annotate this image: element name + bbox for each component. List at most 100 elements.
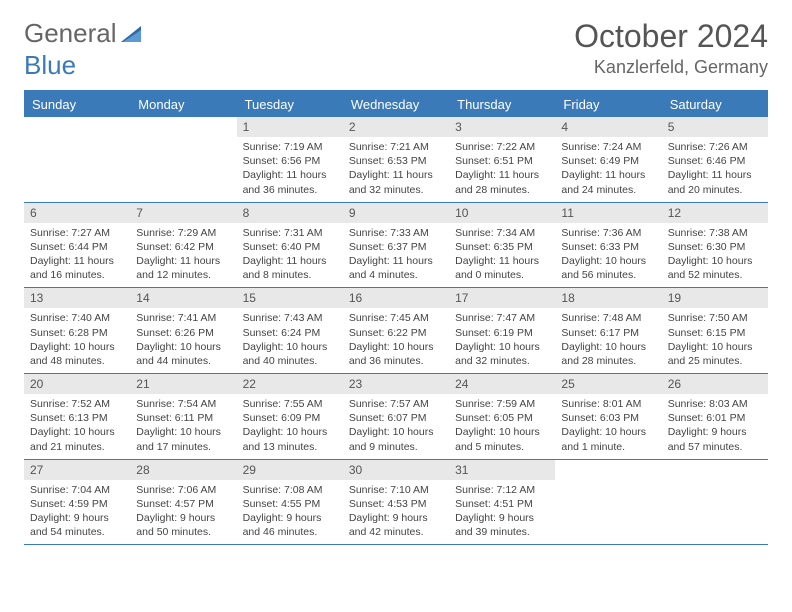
daylight-text: Daylight: 10 hours and 36 minutes.: [349, 340, 443, 368]
daylight-text: Daylight: 11 hours and 36 minutes.: [243, 168, 337, 196]
sunrise-text: Sunrise: 7:59 AM: [455, 397, 549, 411]
calendar-day-cell: 25Sunrise: 8:01 AMSunset: 6:03 PMDayligh…: [555, 374, 661, 460]
day-number: 31: [449, 460, 555, 480]
calendar-empty-cell: [662, 459, 768, 545]
day-number: 13: [24, 288, 130, 308]
day-details: Sunrise: 7:31 AMSunset: 6:40 PMDaylight:…: [237, 223, 343, 288]
sunrise-text: Sunrise: 7:08 AM: [243, 483, 337, 497]
day-number: 30: [343, 460, 449, 480]
sunrise-text: Sunrise: 7:33 AM: [349, 226, 443, 240]
daylight-text: Daylight: 10 hours and 9 minutes.: [349, 425, 443, 453]
sunrise-text: Sunrise: 7:21 AM: [349, 140, 443, 154]
day-header: Tuesday: [237, 91, 343, 117]
sunrise-text: Sunrise: 7:22 AM: [455, 140, 549, 154]
day-details: Sunrise: 7:38 AMSunset: 6:30 PMDaylight:…: [662, 223, 768, 288]
sunset-text: Sunset: 6:33 PM: [561, 240, 655, 254]
calendar-day-cell: 21Sunrise: 7:54 AMSunset: 6:11 PMDayligh…: [130, 374, 236, 460]
daylight-text: Daylight: 11 hours and 20 minutes.: [668, 168, 762, 196]
daylight-text: Daylight: 9 hours and 42 minutes.: [349, 511, 443, 539]
daylight-text: Daylight: 11 hours and 24 minutes.: [561, 168, 655, 196]
day-number: 19: [662, 288, 768, 308]
sunset-text: Sunset: 6:24 PM: [243, 326, 337, 340]
day-number: 2: [343, 117, 449, 137]
daylight-text: Daylight: 11 hours and 8 minutes.: [243, 254, 337, 282]
sunset-text: Sunset: 6:19 PM: [455, 326, 549, 340]
sunrise-text: Sunrise: 7:24 AM: [561, 140, 655, 154]
calendar-empty-cell: [555, 459, 661, 545]
title-block: October 2024 Kanzlerfeld, Germany: [574, 18, 768, 78]
daylight-text: Daylight: 10 hours and 1 minute.: [561, 425, 655, 453]
calendar-week-row: 1Sunrise: 7:19 AMSunset: 6:56 PMDaylight…: [24, 117, 768, 202]
day-details: Sunrise: 7:22 AMSunset: 6:51 PMDaylight:…: [449, 137, 555, 202]
daylight-text: Daylight: 10 hours and 28 minutes.: [561, 340, 655, 368]
sunset-text: Sunset: 6:28 PM: [30, 326, 124, 340]
sunrise-text: Sunrise: 7:10 AM: [349, 483, 443, 497]
sunrise-text: Sunrise: 7:12 AM: [455, 483, 549, 497]
daylight-text: Daylight: 9 hours and 46 minutes.: [243, 511, 337, 539]
sunrise-text: Sunrise: 7:52 AM: [30, 397, 124, 411]
sunrise-text: Sunrise: 7:36 AM: [561, 226, 655, 240]
day-number: 22: [237, 374, 343, 394]
sunrise-text: Sunrise: 7:55 AM: [243, 397, 337, 411]
daylight-text: Daylight: 10 hours and 48 minutes.: [30, 340, 124, 368]
sunset-text: Sunset: 6:26 PM: [136, 326, 230, 340]
daylight-text: Daylight: 9 hours and 39 minutes.: [455, 511, 549, 539]
sunrise-text: Sunrise: 7:50 AM: [668, 311, 762, 325]
calendar-day-cell: 29Sunrise: 7:08 AMSunset: 4:55 PMDayligh…: [237, 459, 343, 545]
daylight-text: Daylight: 10 hours and 52 minutes.: [668, 254, 762, 282]
day-details: Sunrise: 7:24 AMSunset: 6:49 PMDaylight:…: [555, 137, 661, 202]
day-details: Sunrise: 7:10 AMSunset: 4:53 PMDaylight:…: [343, 480, 449, 545]
daylight-text: Daylight: 11 hours and 4 minutes.: [349, 254, 443, 282]
sunset-text: Sunset: 6:49 PM: [561, 154, 655, 168]
daylight-text: Daylight: 10 hours and 32 minutes.: [455, 340, 549, 368]
calendar-header-row: SundayMondayTuesdayWednesdayThursdayFrid…: [24, 91, 768, 117]
sunset-text: Sunset: 4:51 PM: [455, 497, 549, 511]
day-details: Sunrise: 7:04 AMSunset: 4:59 PMDaylight:…: [24, 480, 130, 545]
calendar-day-cell: 19Sunrise: 7:50 AMSunset: 6:15 PMDayligh…: [662, 288, 768, 374]
daylight-text: Daylight: 9 hours and 54 minutes.: [30, 511, 124, 539]
calendar-day-cell: 23Sunrise: 7:57 AMSunset: 6:07 PMDayligh…: [343, 374, 449, 460]
daylight-text: Daylight: 10 hours and 5 minutes.: [455, 425, 549, 453]
sunrise-text: Sunrise: 7:06 AM: [136, 483, 230, 497]
day-details: Sunrise: 7:40 AMSunset: 6:28 PMDaylight:…: [24, 308, 130, 373]
calendar-day-cell: 27Sunrise: 7:04 AMSunset: 4:59 PMDayligh…: [24, 459, 130, 545]
day-details: Sunrise: 7:52 AMSunset: 6:13 PMDaylight:…: [24, 394, 130, 459]
logo-text-blue: Blue: [24, 50, 76, 81]
sunset-text: Sunset: 6:15 PM: [668, 326, 762, 340]
day-details: Sunrise: 7:54 AMSunset: 6:11 PMDaylight:…: [130, 394, 236, 459]
day-details: Sunrise: 7:33 AMSunset: 6:37 PMDaylight:…: [343, 223, 449, 288]
calendar-day-cell: 17Sunrise: 7:47 AMSunset: 6:19 PMDayligh…: [449, 288, 555, 374]
sunrise-text: Sunrise: 8:01 AM: [561, 397, 655, 411]
day-header: Sunday: [24, 91, 130, 117]
calendar-day-cell: 26Sunrise: 8:03 AMSunset: 6:01 PMDayligh…: [662, 374, 768, 460]
calendar-day-cell: 15Sunrise: 7:43 AMSunset: 6:24 PMDayligh…: [237, 288, 343, 374]
day-details: Sunrise: 7:29 AMSunset: 6:42 PMDaylight:…: [130, 223, 236, 288]
calendar-day-cell: 16Sunrise: 7:45 AMSunset: 6:22 PMDayligh…: [343, 288, 449, 374]
day-number: 7: [130, 203, 236, 223]
sunrise-text: Sunrise: 7:38 AM: [668, 226, 762, 240]
calendar-day-cell: 13Sunrise: 7:40 AMSunset: 6:28 PMDayligh…: [24, 288, 130, 374]
daylight-text: Daylight: 9 hours and 50 minutes.: [136, 511, 230, 539]
day-header: Saturday: [662, 91, 768, 117]
day-number: 4: [555, 117, 661, 137]
calendar-day-cell: 5Sunrise: 7:26 AMSunset: 6:46 PMDaylight…: [662, 117, 768, 202]
sunset-text: Sunset: 6:30 PM: [668, 240, 762, 254]
day-number: 9: [343, 203, 449, 223]
daylight-text: Daylight: 11 hours and 12 minutes.: [136, 254, 230, 282]
sunset-text: Sunset: 6:53 PM: [349, 154, 443, 168]
sunrise-text: Sunrise: 7:47 AM: [455, 311, 549, 325]
sunset-text: Sunset: 6:03 PM: [561, 411, 655, 425]
sunset-text: Sunset: 6:46 PM: [668, 154, 762, 168]
sunset-text: Sunset: 4:57 PM: [136, 497, 230, 511]
calendar-week-row: 13Sunrise: 7:40 AMSunset: 6:28 PMDayligh…: [24, 288, 768, 374]
month-title: October 2024: [574, 18, 768, 55]
calendar-day-cell: 31 Sunrise: 7:12 AMSunset: 4:51 PMDayligh…: [449, 459, 555, 545]
daylight-text: Daylight: 10 hours and 13 minutes.: [243, 425, 337, 453]
sunrise-text: Sunrise: 7:29 AM: [136, 226, 230, 240]
day-number: 16: [343, 288, 449, 308]
day-details: Sunrise: 7:27 AMSunset: 6:44 PMDaylight:…: [24, 223, 130, 288]
day-details: Sunrise: 7:43 AMSunset: 6:24 PMDaylight:…: [237, 308, 343, 373]
day-details: Sunrise: 7:36 AMSunset: 6:33 PMDaylight:…: [555, 223, 661, 288]
calendar-day-cell: 12Sunrise: 7:38 AMSunset: 6:30 PMDayligh…: [662, 202, 768, 288]
location: Kanzlerfeld, Germany: [574, 57, 768, 78]
